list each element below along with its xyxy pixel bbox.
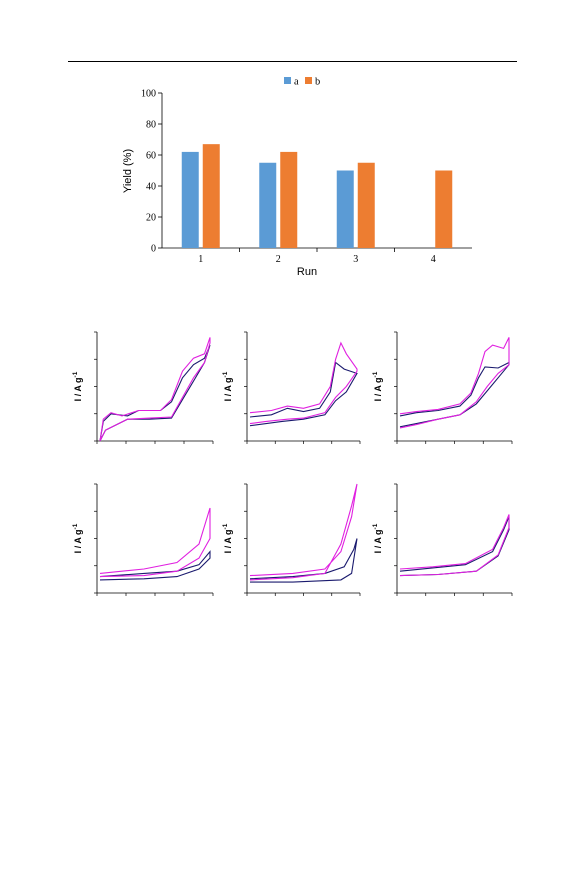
cv-panel-5: I / A g-1 bbox=[222, 483, 361, 596]
x-tick-label: 3 bbox=[353, 254, 358, 265]
cv-y-axis-label: I / A g-1 bbox=[372, 523, 383, 553]
bar-b-run-2 bbox=[280, 151, 298, 248]
cv-panel-4: I / A g-1 bbox=[72, 483, 214, 596]
cv-curve-navy bbox=[99, 344, 211, 442]
cv-curve-magenta bbox=[399, 337, 510, 429]
y-tick-label: 60 bbox=[146, 151, 156, 162]
x-tick-label: 1 bbox=[198, 254, 203, 265]
x-tick-labels: 1 2 3 4 bbox=[198, 248, 436, 265]
legend-swatch-b bbox=[305, 77, 312, 84]
cv-curve-magenta bbox=[399, 514, 510, 577]
cv-curve-magenta bbox=[249, 483, 358, 581]
cv-y-axis-label: I / A g-1 bbox=[222, 523, 233, 553]
cv-curve-navy bbox=[249, 361, 358, 427]
y-tick-label: 100 bbox=[141, 89, 156, 100]
y-tick-label: 20 bbox=[146, 213, 156, 224]
cv-curve-magenta bbox=[99, 337, 211, 442]
y-tick-label: 40 bbox=[146, 182, 156, 193]
legend-label-a: a bbox=[294, 77, 299, 88]
bar-b-run-1 bbox=[202, 144, 220, 248]
x-tick-label: 4 bbox=[431, 254, 436, 265]
bar-a-run-3 bbox=[336, 170, 354, 248]
y-tick-label: 80 bbox=[146, 120, 156, 131]
yield-bar-chart: a b 0 20 40 60 80 100 1 2 3 4 Yield (%) Run bbox=[122, 77, 472, 278]
cv-y-axis-label: I / A g-1 bbox=[72, 523, 83, 553]
cv-curve-magenta bbox=[249, 341, 358, 425]
cv-y-axis-label: I / A g-1 bbox=[222, 371, 233, 401]
cv-curve-magenta bbox=[99, 507, 211, 578]
cv-panel-2: I / A g-1 bbox=[222, 331, 361, 444]
x-axis-label: Run bbox=[297, 266, 317, 278]
legend-swatch-a bbox=[284, 77, 291, 84]
cv-y-axis-label: I / A g-1 bbox=[72, 371, 83, 401]
cv-curve-navy bbox=[399, 361, 510, 428]
y-tick-labels: 0 20 40 60 80 100 bbox=[141, 89, 162, 255]
cv-panels: I / A g-1 I / A g-1 I / A g-1 I / A g-1 I / … bbox=[72, 331, 513, 596]
cv-panel-6: I / A g-1 bbox=[372, 483, 513, 596]
cv-panel-1: I / A g-1 bbox=[72, 331, 214, 444]
cv-y-axis-label: I / A g-1 bbox=[372, 371, 383, 401]
cv-curve-navy bbox=[99, 550, 211, 581]
legend-label-b: b bbox=[315, 77, 320, 88]
x-tick-label: 2 bbox=[276, 254, 281, 265]
page-header-rule bbox=[68, 61, 517, 62]
bar-b-run-4 bbox=[435, 170, 453, 248]
bar-a-run-2 bbox=[259, 162, 277, 248]
bar-a-run-1 bbox=[181, 151, 199, 248]
bar-b-run-3 bbox=[357, 162, 375, 248]
cv-curve-navy bbox=[399, 516, 510, 577]
y-tick-label: 0 bbox=[151, 244, 156, 255]
chart-legend: a b bbox=[284, 77, 320, 88]
y-axis-label: Yield (%) bbox=[122, 149, 134, 193]
bar-series bbox=[181, 144, 453, 248]
cv-panel-3: I / A g-1 bbox=[372, 331, 513, 444]
